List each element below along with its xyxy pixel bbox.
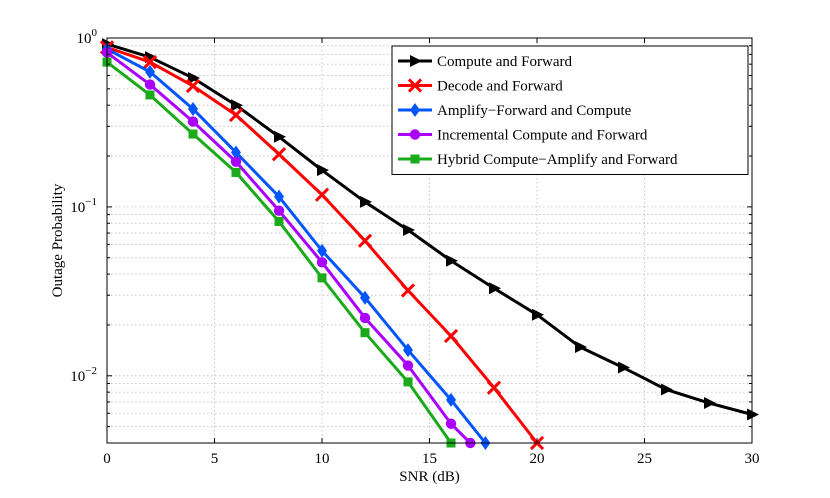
data-point [274, 216, 284, 226]
y-tick-label: 10−2 [70, 365, 97, 385]
data-point [231, 99, 243, 112]
data-point [271, 147, 287, 162]
data-point [747, 408, 759, 421]
data-point [360, 328, 370, 338]
legend-box [391, 45, 749, 175]
data-point [231, 167, 241, 177]
data-point [230, 156, 242, 167]
data-point [403, 377, 413, 387]
data-point [231, 145, 241, 160]
y-tick-label: 10−1 [70, 196, 97, 216]
data-point [317, 164, 329, 177]
legend-item: Decode and Forward [398, 78, 563, 95]
data-point [314, 187, 330, 202]
x-tick-label: 5 [211, 451, 219, 467]
data-point [400, 283, 416, 298]
data-point [403, 343, 413, 358]
x-tick-label: 30 [745, 451, 760, 467]
data-point [317, 273, 327, 283]
data-point [188, 101, 198, 116]
data-point [360, 195, 372, 208]
data-point [316, 257, 328, 268]
data-point [185, 78, 201, 94]
data-point [661, 383, 673, 396]
legend-label: Amplify−Forward and Compute [437, 103, 632, 119]
x-tick-label: 25 [637, 451, 652, 467]
legend-label: Compute and Forward [437, 54, 572, 70]
y-tick-label: 100 [77, 27, 98, 47]
x-axis-label: SNR (dB) [399, 469, 459, 485]
data-point [357, 233, 373, 248]
axis-ticks: 0 5 10 15 20 25 30 100 10−1 10−2 [70, 27, 759, 467]
legend-item: Hybrid Compute−Amplify and Forward [398, 152, 678, 168]
series-amplify-forward-and-compute [102, 42, 491, 450]
data-point [274, 189, 284, 204]
x-tick-label: 10 [315, 451, 330, 467]
data-point [445, 418, 457, 429]
data-point [443, 328, 459, 344]
series-line [106, 47, 487, 444]
data-point [144, 79, 156, 90]
x-tick-label: 15 [422, 451, 437, 467]
legend-marker [409, 129, 421, 140]
legend-marker [410, 154, 420, 164]
data-point [532, 308, 544, 321]
legend-item: Incremental Compute and Forward [398, 128, 648, 144]
legend-marker [407, 78, 423, 93]
data-point [187, 116, 199, 127]
legend-marker [410, 103, 420, 117]
legend-marker [410, 55, 422, 67]
series-decode-and-forward [99, 40, 545, 451]
data-point [704, 397, 716, 410]
data-point [274, 130, 286, 143]
data-point [188, 129, 198, 139]
data-point [228, 107, 244, 123]
data-point [142, 54, 158, 70]
x-tick-label: 20 [530, 451, 545, 467]
data-point [489, 282, 501, 295]
data-point [317, 243, 327, 258]
legend-label: Decode and Forward [437, 79, 563, 95]
x-tick-label: 0 [103, 451, 111, 467]
data-point [446, 392, 456, 407]
y-axis-label: Outage Probability [50, 183, 66, 297]
data-point [188, 71, 200, 84]
legend-item: Amplify−Forward and Compute [398, 103, 632, 119]
data-point [575, 341, 587, 354]
data-point [446, 254, 458, 267]
series-incremental-compute-and-forward [101, 47, 476, 449]
data-point [486, 380, 502, 395]
series-layer [99, 38, 759, 451]
series-line [106, 51, 472, 445]
data-point [402, 360, 414, 371]
legend-label: Hybrid Compute−Amplify and Forward [437, 152, 678, 168]
data-point [145, 90, 155, 100]
series-line [106, 42, 753, 416]
legend: Compute and Forward Decode and Forward Amp… [391, 45, 749, 175]
legend-item: Compute and Forward [398, 54, 572, 70]
data-point [145, 64, 155, 79]
data-point [360, 290, 370, 305]
data-point [273, 205, 285, 216]
data-point [359, 312, 371, 324]
data-point [403, 223, 415, 236]
data-point [618, 361, 630, 374]
legend-label: Incremental Compute and Forward [437, 128, 648, 144]
